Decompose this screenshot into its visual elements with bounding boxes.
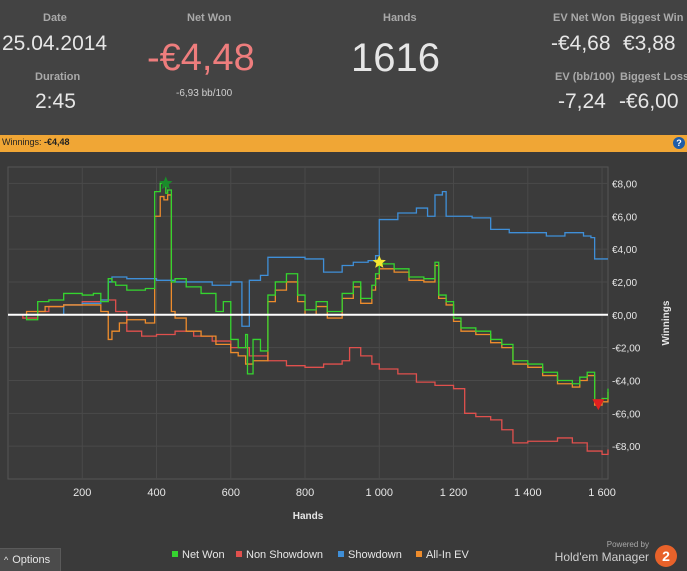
x-tick-label: 1 200 — [440, 487, 468, 499]
options-button[interactable]: ^ Options — [0, 548, 61, 571]
brand-name: Hold'em Manager — [554, 550, 649, 564]
y-tick-label: -€4,00 — [612, 376, 641, 387]
x-tick-label: 800 — [296, 487, 314, 499]
hands-value: 1616 — [351, 36, 440, 80]
legend-label-net-won: Net Won — [182, 549, 225, 561]
chevron-up-icon: ^ — [4, 555, 9, 565]
series-line-net-won — [8, 182, 609, 403]
ev-net-won-label: EV Net Won — [553, 12, 616, 24]
winnings-chart: 200 400 600 800 1 000 1 200 1 400 1 600 €8,00 €6,… — [7, 166, 672, 522]
net-won-value: -€4,48 — [147, 37, 255, 79]
winnings-banner-label: Winnings: — [2, 137, 42, 147]
y-tick-label: €2,00 — [612, 278, 637, 289]
y-tick-label: -€8,00 — [612, 442, 641, 453]
x-tick-label: 400 — [147, 487, 165, 499]
legend-item-non-showdown: Non Showdown — [236, 549, 323, 561]
hm2-logo-icon: 2 — [655, 545, 677, 567]
y-tick-label: €8,00 — [612, 179, 637, 190]
legend-label-non-showdown: Non Showdown — [246, 549, 324, 561]
biggest-win-label: Biggest Win — [620, 12, 684, 24]
x-tick-label: 600 — [222, 487, 240, 499]
brand: Powered by Hold'em Manager 2 — [537, 540, 677, 570]
duration-label: Duration — [35, 71, 81, 83]
legend-item-net-won: Net Won — [172, 549, 225, 561]
legend-item-showdown: Showdown — [338, 549, 402, 561]
bb-per-100: -6,93 bb/100 — [176, 88, 233, 99]
duration-value: 2:45 — [35, 90, 76, 113]
y-tick-label: €4,00 — [612, 245, 637, 256]
all-in-ev-swatch — [416, 551, 422, 558]
hands-label: Hands — [383, 12, 417, 24]
min-triangle-marker — [592, 399, 605, 411]
y-tick-label: -€2,00 — [612, 344, 641, 355]
series-line-non-showdown — [8, 299, 609, 456]
powered-by-text: Powered by — [606, 540, 649, 549]
ev-net-won-value: -€4,68 — [551, 32, 611, 55]
highlight-star-marker — [372, 255, 386, 268]
net-won-label: Net Won — [187, 12, 232, 24]
y-tick-label: -€6,00 — [612, 409, 641, 420]
x-tick-label: 1 400 — [514, 487, 542, 499]
date-label: Date — [43, 12, 67, 24]
date-value: 25.04.2014 — [2, 32, 108, 55]
stats-panel: Date 25.04.2014 Duration 2:45 Net Won -€… — [0, 0, 687, 135]
ev-bb-value: -7,24 — [558, 90, 606, 113]
net-won-swatch — [172, 551, 178, 558]
biggest-win-value: €3,88 — [623, 32, 676, 55]
options-label: Options — [12, 554, 51, 566]
help-icon[interactable]: ? — [673, 137, 685, 149]
winnings-banner: Winnings: -€4,48 ? — [0, 135, 687, 152]
winnings-banner-value: -€4,48 — [44, 137, 70, 147]
x-tick-label: 1 000 — [366, 487, 394, 499]
y-tick-label: €0,00 — [612, 311, 637, 322]
y-axis-title: Winnings — [661, 300, 672, 345]
x-axis-title: Hands — [293, 511, 324, 522]
x-tick-label: 1 600 — [588, 487, 616, 499]
legend-label-all-in-ev: All-In EV — [426, 549, 469, 561]
legend-label-showdown: Showdown — [348, 549, 402, 561]
ev-bb-label: EV (bb/100) — [555, 71, 615, 83]
x-tick-label: 200 — [73, 487, 91, 499]
legend-item-all-in-ev: All-In EV — [416, 549, 469, 561]
biggest-loss-label: Biggest Loss — [620, 71, 687, 83]
series-line-showdown — [8, 190, 608, 327]
winnings-banner-text: Winnings: -€4,48 — [2, 137, 70, 147]
showdown-swatch — [338, 551, 344, 558]
biggest-loss-value: -€6,00 — [619, 90, 679, 113]
non-showdown-swatch — [236, 551, 242, 558]
y-tick-label: €6,00 — [612, 212, 637, 223]
max-star-marker — [159, 176, 173, 190]
plot-area — [7, 166, 609, 480]
